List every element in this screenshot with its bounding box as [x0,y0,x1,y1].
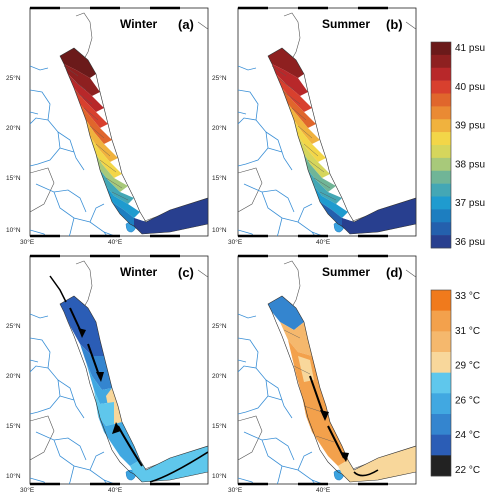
salinity-colorbar: 41 psu 40 psu 39 psu 38 psu 37 psu 36 psu [430,41,485,249]
lat-label-10: 10°N [6,226,21,234]
panel-a-label: (a) [178,17,194,32]
salinity-colorbar-label: 39 psu [455,121,485,132]
panel-c-label: (c) [178,265,194,280]
frame-ticks [30,6,388,486]
temperature-colorbar-swatch [431,290,451,311]
salinity-colorbar-label: 41 psu [455,43,485,54]
lat-label-25: 25°N [212,322,227,330]
temperature-colorbar-label: 31 °C [455,326,480,337]
lat-label-15: 15°N [6,422,21,430]
lat-label-25: 25°N [6,74,21,82]
panel-c-season: Winter [120,265,158,279]
lon-label-40: 40°E [108,486,123,494]
panel-b-season: Summer [322,17,370,31]
salinity-colorbar-swatch [431,132,451,146]
lat-label-20: 20°N [212,124,227,132]
salinity-colorbar-label: 40 psu [455,82,485,93]
temperature-colorbar: 33 °C 31 °C 29 °C 26 °C 24 °C 22 °C [430,289,480,477]
lon-label-40: 40°E [108,238,123,246]
lon-label-40: 40°E [316,238,331,246]
axis-labels: 25°N 20°N 15°N 10°N 25°N 20°N 15°N 10°N … [6,74,331,494]
salinity-colorbar-border [430,41,452,249]
temperature-colorbar-swatch [431,352,451,373]
lat-label-20: 20°N [6,372,21,380]
salinity-colorbar-swatch [431,209,451,223]
salinity-colorbar-label: 37 psu [455,198,485,209]
lat-label-20: 20°N [6,124,21,132]
lat-label-15: 15°N [6,174,21,182]
salinity-colorbar-swatch [431,170,451,184]
salinity-colorbar-label: 36 psu [455,237,485,248]
temperature-colorbar-border [430,289,452,477]
panel-c: Winter (c) [29,255,209,485]
lat-label-25: 25°N [6,322,21,330]
red-sea-salinity-field [59,47,208,235]
temperature-colorbar-label: 26 °C [455,395,480,406]
lat-label-10: 10°N [212,226,227,234]
salinity-colorbar-swatch [431,42,451,56]
panel-b-label: (b) [386,17,403,32]
temperature-colorbar-swatch [431,434,451,456]
salinity-colorbar-swatch [431,80,451,94]
salinity-colorbar-swatch [431,54,451,69]
salinity-colorbar-swatch [431,119,451,133]
salinity-colorbar-swatch [431,157,451,172]
salinity-colorbar-label: 38 psu [455,159,485,170]
panel-d-season: Summer [322,265,370,279]
red-sea-salinity-field [267,47,416,235]
salinity-colorbar-swatch [431,67,451,81]
salinity-colorbar-swatch [431,196,451,210]
salinity-colorbar-swatch [431,145,451,159]
salinity-colorbar-swatch [431,93,451,107]
lon-label-30: 30°E [20,238,35,246]
temperature-colorbar-swatch [431,414,451,435]
temperature-colorbar-label: 33 °C [455,291,480,302]
salinity-colorbar-swatch [431,106,451,120]
panel-d: Summer (d) [237,255,417,485]
lon-label-30: 30°E [228,486,243,494]
temperature-colorbar-swatch [431,393,451,415]
lon-label-30: 30°E [20,486,35,494]
temperature-colorbar-swatch [431,455,451,477]
temperature-colorbar-swatch [431,372,451,394]
lat-label-15: 15°N [212,422,227,430]
panel-a: Winter (a) [29,7,209,237]
temperature-colorbar-label: 24 °C [455,430,480,441]
panel-a-season: Winter [120,17,158,31]
arrow-heads [78,328,121,434]
lat-label-10: 10°N [6,472,21,480]
lon-label-40: 40°E [316,486,331,494]
salinity-colorbar-swatch [431,222,451,236]
lat-label-10: 10°N [212,472,227,480]
salinity-colorbar-swatch [431,235,451,249]
lat-label-20: 20°N [212,372,227,380]
arrow-heads [320,410,349,462]
lon-label-30: 30°E [228,238,243,246]
temperature-colorbar-label: 22 °C [455,465,480,476]
salinity-colorbar-swatch [431,183,451,197]
temperature-colorbar-swatch [431,331,451,353]
temperature-colorbar-swatch [431,310,451,332]
panel-d-label: (d) [386,265,403,280]
lat-label-25: 25°N [212,74,227,82]
temperature-colorbar-label: 29 °C [455,361,480,372]
lat-label-15: 15°N [212,174,227,182]
panel-b: Summer (b) [237,7,417,237]
